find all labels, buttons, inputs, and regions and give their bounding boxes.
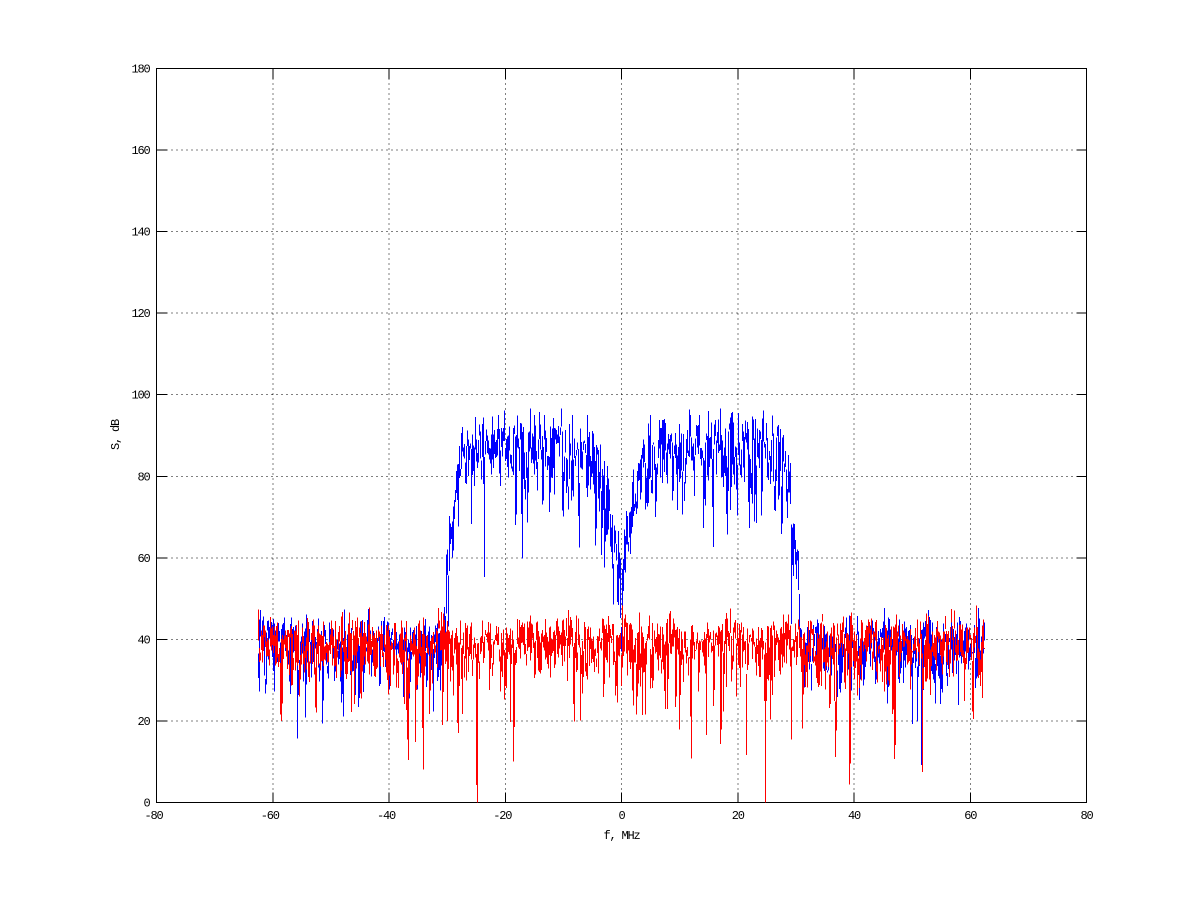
svg-text:120: 120	[131, 307, 150, 321]
svg-text:-40: -40	[377, 809, 396, 823]
svg-text:20: 20	[137, 715, 150, 729]
svg-text:-80: -80	[144, 809, 163, 823]
svg-text:180: 180	[131, 63, 150, 77]
svg-text:60: 60	[137, 552, 150, 566]
svg-text:60: 60	[964, 809, 977, 823]
svg-text:160: 160	[131, 144, 150, 158]
svg-text:40: 40	[137, 633, 150, 647]
svg-text:0: 0	[143, 797, 150, 811]
svg-text:-20: -20	[493, 809, 512, 823]
svg-text:80: 80	[1080, 809, 1093, 823]
svg-text:20: 20	[732, 809, 745, 823]
svg-text:S, dB: S, dB	[109, 419, 123, 450]
svg-text:140: 140	[131, 226, 150, 240]
svg-text:f, MHz: f, MHz	[603, 829, 640, 843]
svg-text:40: 40	[848, 809, 861, 823]
svg-text:-60: -60	[261, 809, 280, 823]
svg-text:0: 0	[618, 809, 625, 823]
svg-text:100: 100	[131, 389, 150, 403]
svg-text:80: 80	[137, 470, 150, 484]
